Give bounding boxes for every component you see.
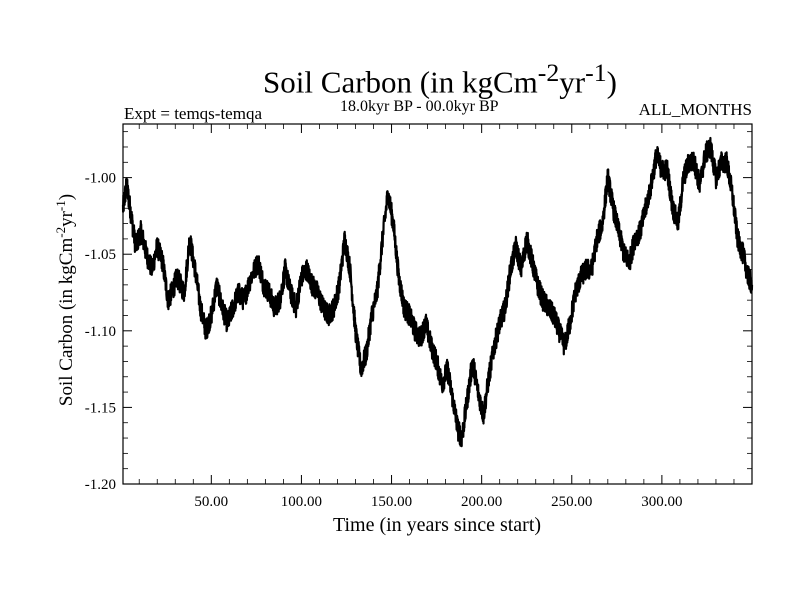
y-axis: -1.20 -1.15 -1.10 -1.05 -1.00 [85, 131, 752, 493]
y-axis-label-superscript-2: -1 [53, 200, 68, 211]
chart-title-superscript-2: -1 [585, 58, 607, 87]
y-tick-label: -1.10 [85, 324, 116, 340]
y-axis-label-superscript-1: -2 [53, 227, 68, 238]
time-range-label: 18.0kyr BP - 00.0kyr BP [340, 98, 499, 115]
x-tick-label: 250.00 [551, 494, 592, 510]
chart-title-text-mid: yr [559, 64, 586, 100]
chart-title-text-end: ) [606, 64, 617, 100]
y-axis-label-text-mid: yr [56, 210, 77, 227]
x-tick-label: 100.00 [281, 494, 322, 510]
x-axis: 50.00 100.00 150.00 200.00 250.00 300.00 [138, 124, 735, 510]
y-tick-label: -1.20 [85, 477, 116, 493]
y-axis-label: Soil Carbon (in kgCm-2yr-1) [53, 194, 77, 406]
y-axis-label-text-end: ) [56, 194, 77, 200]
x-tick-label: 150.00 [371, 494, 412, 510]
chart-title-text: Soil Carbon (in kgCm [263, 64, 538, 100]
series-line [121, 136, 754, 448]
chart-title: Soil Carbon (in kgCm-2yr-1) [0, 58, 800, 100]
x-axis-label: Time (in years since start) [333, 514, 541, 536]
y-tick-label: -1.05 [85, 247, 116, 263]
x-tick-label: 300.00 [641, 494, 682, 510]
y-axis-label-text: Soil Carbon (in kgCm [56, 238, 77, 407]
y-tick-label: -1.15 [85, 400, 116, 416]
x-tick-label: 200.00 [461, 494, 502, 510]
chart-title-superscript-1: -2 [537, 58, 560, 87]
x-tick-label: 50.00 [194, 494, 228, 510]
experiment-label: Expt = temqs-temqa [124, 104, 263, 123]
y-tick-label: -1.00 [85, 171, 116, 187]
months-label: ALL_MONTHS [638, 100, 752, 119]
plot-frame [122, 123, 753, 485]
